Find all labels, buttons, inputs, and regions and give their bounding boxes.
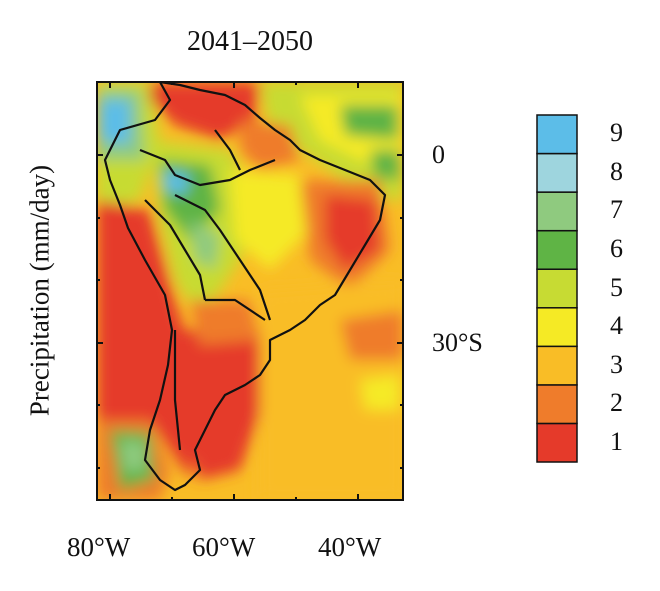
precipitation-field [97,82,403,500]
colorbar-label-6: 6 [610,233,623,263]
map-title: 2041–2050 [187,26,313,57]
colorbar [536,114,578,463]
colorbar-swatch-1 [536,422,578,463]
map-frame [96,81,404,501]
colorbar-swatch-8 [536,152,578,193]
colorbar-label-4: 4 [610,311,623,341]
colorbar-swatch-4 [536,307,578,348]
axis-ticks [97,82,403,500]
colorbar-swatch-2 [536,384,578,425]
colorbar-label-1: 1 [610,426,623,456]
lat-label-0: 0 [432,140,445,169]
colorbar-label-2: 2 [610,388,623,418]
colorbar-swatch-3 [536,345,578,386]
colorbar-swatch-6 [536,229,578,270]
colorbar-label-8: 8 [610,156,623,186]
colorbar-label-9: 9 [610,118,623,148]
lon-label-60w: 60°W [192,532,256,562]
colorbar-swatch-7 [536,191,578,232]
colorbar-label-7: 7 [610,195,623,225]
colorbar-label-5: 5 [610,272,623,302]
coastline-outline [103,82,387,492]
lat-label-30s: 30°S [432,328,483,357]
colorbar-swatch-9 [536,114,578,155]
lon-label-80w: 80°W [67,532,131,562]
colorbar-label-3: 3 [610,349,623,379]
colorbar-swatch-5 [536,268,578,309]
lon-label-40w: 40°W [318,532,382,562]
